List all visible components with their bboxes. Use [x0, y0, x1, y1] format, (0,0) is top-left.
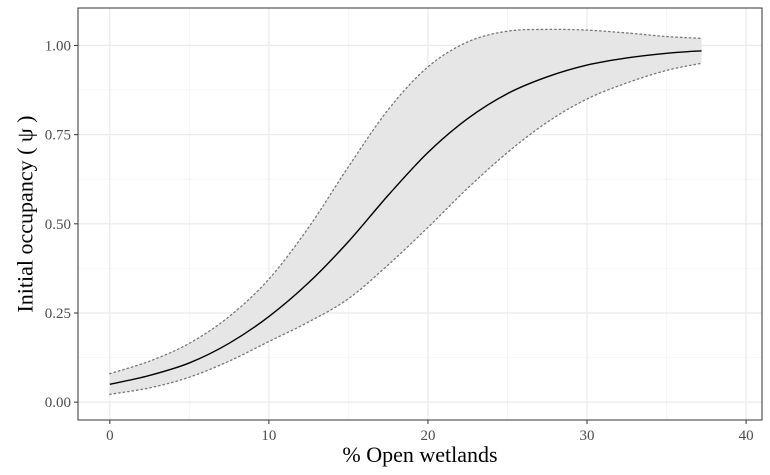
lower-ci-line — [109, 62, 703, 395]
y-axis-ticks: 0.00 0.25 0.50 0.75 1.00 — [45, 38, 78, 411]
y-tick-label: 1.00 — [45, 38, 71, 54]
upper-ci-line — [109, 28, 703, 375]
y-tick-label: 0.75 — [45, 128, 71, 144]
x-axis-title: % Open wetlands — [342, 442, 497, 467]
y-tick-label: 0.25 — [45, 306, 71, 322]
x-tick-label: 40 — [739, 428, 754, 444]
estimate-line — [109, 50, 702, 386]
confidence-ribbon — [109, 29, 702, 395]
x-tick-label: 20 — [420, 428, 435, 444]
y-tick-label: 0.00 — [45, 395, 71, 411]
x-tick-label: 10 — [261, 428, 276, 444]
x-tick-label: 30 — [580, 428, 595, 444]
x-axis-ticks: 0 10 20 30 40 — [106, 420, 754, 444]
y-axis-title: Initial occupancy ( ψ ) — [13, 115, 38, 312]
x-tick-label: 0 — [106, 428, 114, 444]
series-layer — [109, 28, 703, 395]
panel-border — [77, 7, 763, 421]
y-tick-label: 0.50 — [45, 217, 71, 233]
